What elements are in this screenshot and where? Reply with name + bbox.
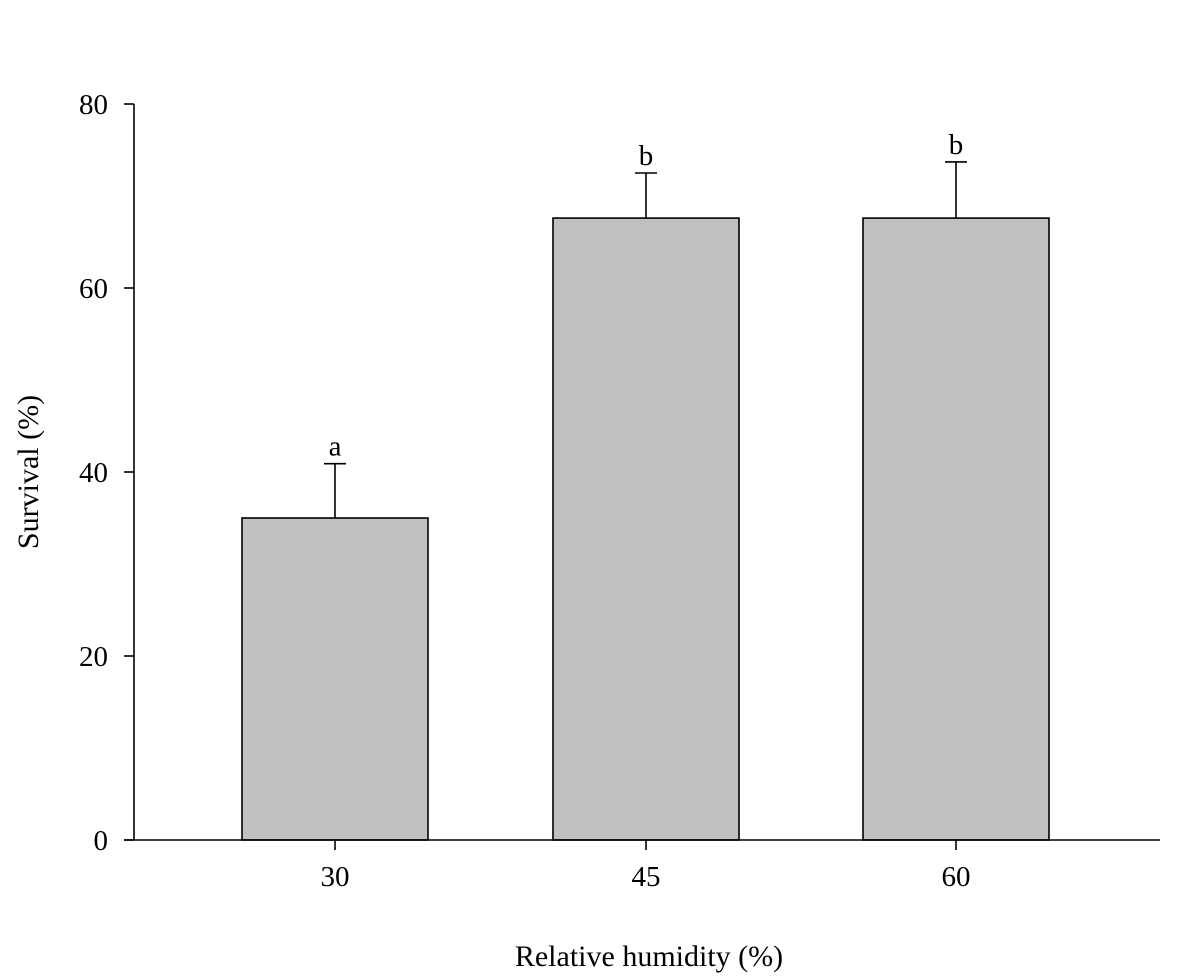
bar-45: [552, 217, 740, 841]
error-bar-45: [635, 172, 657, 219]
y-tick-label: 80: [79, 89, 108, 121]
bar-60: [862, 217, 1050, 841]
bar-30: [241, 517, 429, 841]
x-axis-ticks: 30 45 60: [321, 840, 971, 893]
x-tick-label: 30: [321, 861, 350, 893]
x-axis-title: Relative humidity (%): [515, 940, 783, 973]
y-axis-ticks: 0 20 40 60 80: [79, 89, 134, 857]
y-tick-label: 20: [79, 641, 108, 673]
error-bars: [324, 161, 967, 518]
y-tick-label: 40: [79, 457, 108, 489]
x-tick-label: 60: [942, 861, 971, 893]
y-tick-label: 60: [79, 273, 108, 305]
significance-letter-60: b: [949, 129, 964, 161]
bars: [241, 217, 1050, 841]
significance-letters: a b b: [329, 129, 964, 463]
y-tick-label: 0: [94, 825, 109, 857]
error-bar-60: [945, 161, 967, 219]
significance-letter-45: b: [639, 140, 654, 172]
y-axis-title: Survival (%): [12, 395, 45, 549]
significance-letter-30: a: [329, 431, 342, 463]
error-bar-30: [324, 462, 346, 518]
x-tick-label: 45: [632, 861, 661, 893]
